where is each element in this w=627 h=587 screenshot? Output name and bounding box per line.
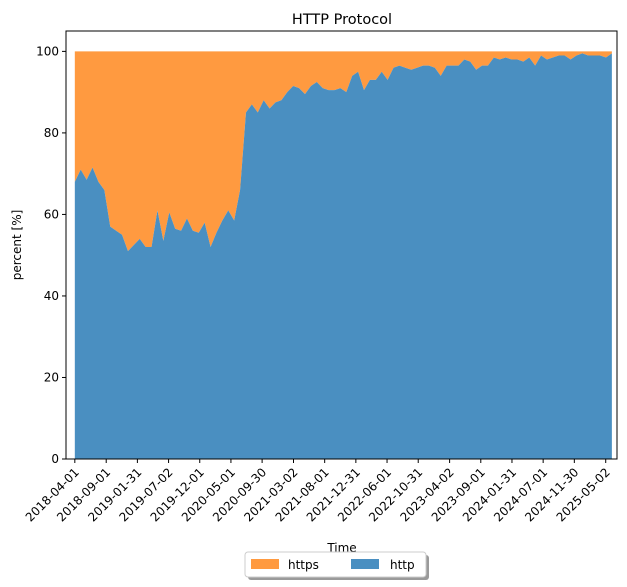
legend-swatch-https [251, 559, 279, 569]
legend-box [244, 551, 427, 578]
y-tick-label: 20 [44, 370, 59, 384]
legend: https http [244, 551, 429, 580]
legend-label-http: http [390, 558, 415, 572]
y-tick-label: 60 [44, 207, 59, 221]
legend-swatch-http [351, 559, 379, 569]
chart-title: HTTP Protocol [292, 12, 392, 28]
y-tick-label: 80 [44, 126, 59, 140]
y-tick-label: 100 [36, 44, 59, 58]
area-https [74, 51, 612, 252]
area-layers [74, 51, 612, 460]
y-axis: 0 20 40 60 80 100 [36, 44, 66, 466]
y-axis-title: percent [%] [10, 210, 24, 281]
plot-frame [65, 30, 618, 460]
y-tick-label: 40 [44, 289, 59, 303]
legend-label-https: https [288, 558, 319, 572]
x-axis: 2018-04-012018-09-012019-01-312019-07-02… [23, 459, 613, 524]
area-http [74, 53, 612, 460]
y-tick-label: 0 [51, 452, 59, 466]
